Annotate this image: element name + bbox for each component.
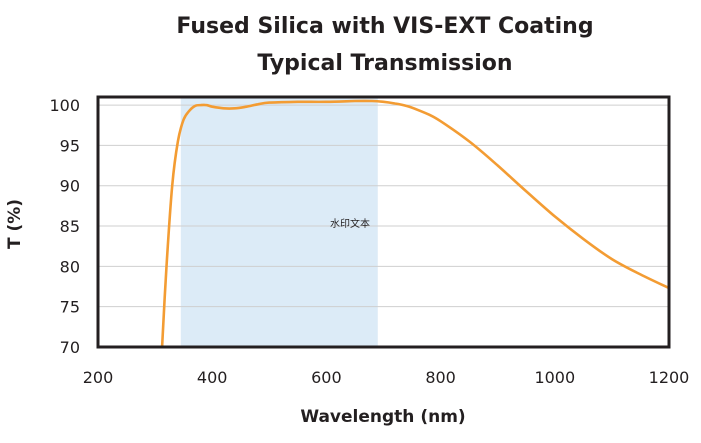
shaded-band <box>180 97 378 347</box>
chart-title: Fused Silica with VIS-EXT Coating <box>176 14 593 39</box>
x-tick-label-600: 600 <box>311 368 342 387</box>
x-axis-label: Wavelength (nm) <box>300 407 465 427</box>
x-tick-label-800: 800 <box>425 368 456 387</box>
x-tick-label-400: 400 <box>197 368 228 387</box>
watermark-annotation: 水印文本 <box>330 217 370 230</box>
x-tick-label-1200: 1200 <box>649 368 690 387</box>
y-tick-label-100: 100 <box>49 96 80 115</box>
y-tick-label-90: 90 <box>60 177 80 196</box>
y-axis-label: T (%) <box>5 199 25 249</box>
y-tick-label-70: 70 <box>60 338 80 357</box>
chart-subtitle: Typical Transmission <box>257 51 512 76</box>
x-tick-label-1000: 1000 <box>534 368 575 387</box>
y-tick-label-80: 80 <box>60 257 80 276</box>
plot-area: 水印文本 70 75 80 85 90 95 100 200 400 600 800 1000 1200 <box>49 95 690 387</box>
y-tick-label-95: 95 <box>60 136 80 155</box>
series-line-0 <box>160 99 669 347</box>
x-tick-label-200: 200 <box>83 368 114 387</box>
y-tick-label-75: 75 <box>60 298 80 317</box>
y-tick-label-85: 85 <box>60 217 80 236</box>
plot-frame <box>96 95 671 349</box>
